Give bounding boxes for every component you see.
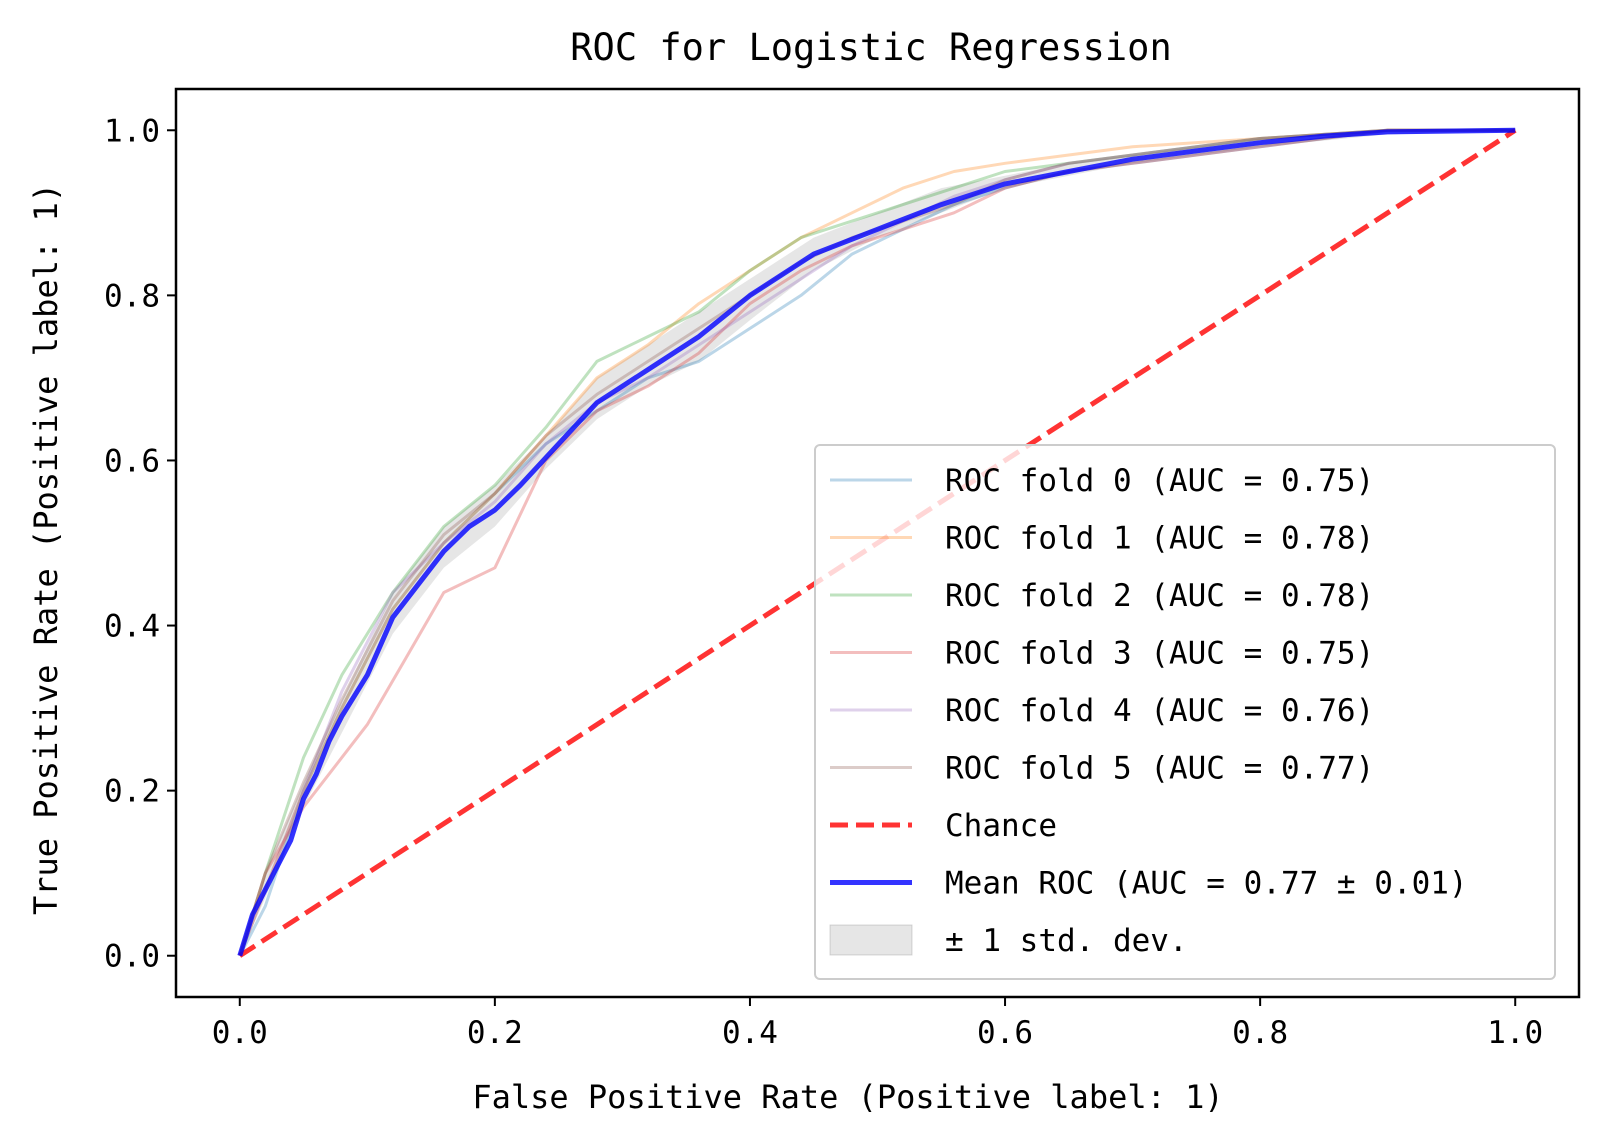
y-tick-label: 0.0: [104, 939, 160, 975]
x-tick-label: 0.6: [977, 1015, 1033, 1051]
series-line-7: [237, 127, 1516, 957]
legend-label: Mean ROC (AUC = 0.77 ± 0.01): [945, 866, 1468, 902]
y-tick-label: 0.4: [104, 609, 160, 645]
series-line-2: [238, 128, 1516, 957]
legend-label: ± 1 std. dev.: [945, 923, 1188, 959]
legend-label: Chance: [945, 808, 1057, 844]
legend-label: ROC fold 1 (AUC = 0.78): [945, 521, 1374, 557]
y-tick-label: 1.0: [104, 113, 160, 149]
chart-title: ROC for Logistic Regression: [570, 26, 1171, 69]
series-line-1: [238, 128, 1516, 957]
x-tick-label: 0.4: [722, 1015, 778, 1051]
y-tick-label: 0.6: [104, 443, 160, 479]
plot-frame: [174, 87, 1581, 999]
y-axis-label: True Positive Rate (Positive label: 1): [27, 183, 65, 915]
y-tick-label: 0.8: [104, 278, 160, 314]
series-line-4: [238, 128, 1516, 957]
legend-label: ROC fold 0 (AUC = 0.75): [945, 463, 1374, 499]
x-tick-label: 0.0: [212, 1015, 268, 1051]
legend-swatch: [829, 924, 913, 956]
y-axis: 0.0 0.2 0.4 0.6 0.8 1.0: [104, 113, 176, 975]
x-tick-label: 0.2: [467, 1015, 523, 1051]
y-tick-label: 0.2: [104, 774, 160, 810]
x-axis: 0.0 0.2 0.4 0.6 0.8 1.0: [212, 997, 1543, 1051]
series-line-5: [238, 128, 1516, 957]
legend-label: ROC fold 2 (AUC = 0.78): [945, 578, 1374, 614]
legend-label: ROC fold 5 (AUC = 0.77): [945, 751, 1374, 787]
legend: ROC fold 0 (AUC = 0.75) ROC fold 1 (AUC =…: [814, 444, 1556, 980]
x-axis-label: False Positive Rate (Positive label: 1): [472, 1078, 1223, 1116]
legend-label: ROC fold 3 (AUC = 0.75): [945, 636, 1374, 672]
x-tick-label: 1.0: [1487, 1015, 1543, 1051]
legend-box: [814, 444, 1556, 980]
legend-label: ROC fold 4 (AUC = 0.76): [945, 693, 1374, 729]
x-tick-label: 0.8: [1232, 1015, 1288, 1051]
